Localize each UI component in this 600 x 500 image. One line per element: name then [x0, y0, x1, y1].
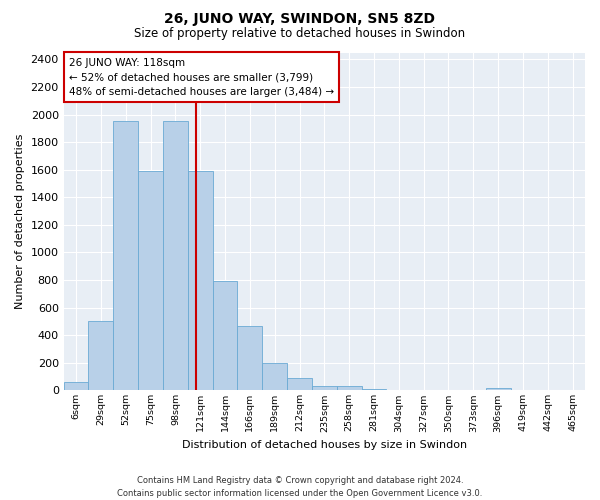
- Bar: [64, 382, 88, 390]
- Bar: [113, 122, 138, 390]
- Text: 26 JUNO WAY: 118sqm
← 52% of detached houses are smaller (3,799)
48% of semi-det: 26 JUNO WAY: 118sqm ← 52% of detached ho…: [69, 58, 334, 97]
- Bar: [188, 171, 212, 390]
- Bar: [262, 364, 287, 390]
- Bar: [485, 388, 511, 390]
- Bar: [212, 282, 238, 391]
- Bar: [362, 389, 386, 390]
- Text: 26, JUNO WAY, SWINDON, SN5 8ZD: 26, JUNO WAY, SWINDON, SN5 8ZD: [164, 12, 436, 26]
- Text: Size of property relative to detached houses in Swindon: Size of property relative to detached ho…: [134, 28, 466, 40]
- Bar: [138, 171, 163, 390]
- Bar: [163, 122, 188, 390]
- Y-axis label: Number of detached properties: Number of detached properties: [15, 134, 25, 309]
- Text: Contains HM Land Registry data © Crown copyright and database right 2024.
Contai: Contains HM Land Registry data © Crown c…: [118, 476, 482, 498]
- Bar: [88, 322, 113, 390]
- X-axis label: Distribution of detached houses by size in Swindon: Distribution of detached houses by size …: [182, 440, 467, 450]
- Bar: [238, 326, 262, 390]
- Bar: [312, 386, 337, 390]
- Bar: [337, 386, 362, 390]
- Bar: [287, 378, 312, 390]
